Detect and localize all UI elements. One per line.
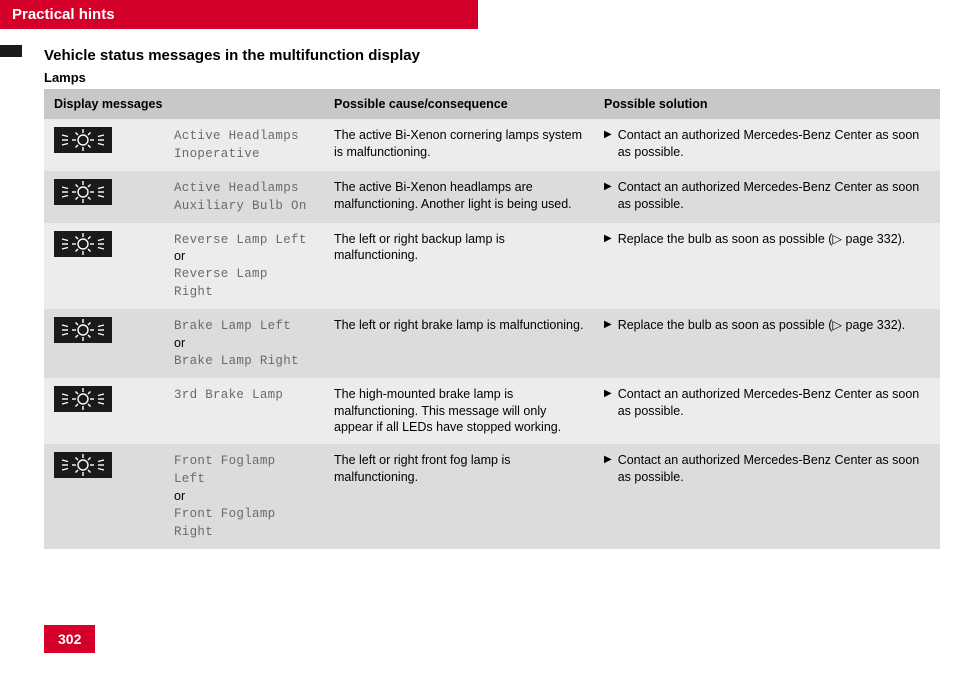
display-message-cell: Active Headlamps Auxiliary Bulb On (164, 171, 324, 223)
solution-cell: ▶ Replace the bulb as soon as possible (▷… (594, 223, 940, 310)
solution-text: Contact an authorized Mercedes-Benz Cent… (618, 127, 930, 161)
solution-cell: ▶ Replace the bulb as soon as possible (▷… (594, 309, 940, 378)
bullet-icon: ▶ (604, 317, 612, 334)
lamp-warning-icon (54, 179, 112, 205)
cause-cell: The left or right backup lamp is malfunc… (324, 223, 594, 310)
cause-cell: The active Bi-Xenon headlamps are malfun… (324, 171, 594, 223)
display-message-cell: Brake Lamp Left or Brake Lamp Right (164, 309, 324, 378)
display-message-cell: 3rd Brake Lamp (164, 378, 324, 445)
message-line: Brake Lamp Left (174, 319, 291, 333)
lamp-warning-icon (54, 386, 112, 412)
bullet-icon: ▶ (604, 179, 612, 213)
display-message-cell: Front Foglamp Left or Front Foglamp Right (164, 444, 324, 548)
message-or: or (174, 489, 185, 503)
bullet-icon: ▶ (604, 452, 612, 486)
page-number: 302 (58, 631, 81, 647)
lamp-icon-cell (44, 309, 164, 378)
cause-cell: The left or right brake lamp is malfunct… (324, 309, 594, 378)
section-header-title: Practical hints (12, 6, 115, 23)
lamp-icon-cell (44, 223, 164, 310)
lamp-icon-cell (44, 171, 164, 223)
message-line: Front Foglamp Left (174, 454, 275, 486)
lamp-icon-cell (44, 378, 164, 445)
solution-cell: ▶Contact an authorized Mercedes-Benz Cen… (594, 171, 940, 223)
col-solution: Possible solution (594, 89, 940, 119)
section-header: Practical hints (0, 0, 478, 29)
solution-cell: ▶Contact an authorized Mercedes-Benz Cen… (594, 119, 940, 171)
table-header-row: Display messages Possible cause/conseque… (44, 89, 940, 119)
solution-text: Contact an authorized Mercedes-Benz Cent… (618, 179, 930, 213)
message-line: Active Headlamps (174, 129, 299, 143)
cause-cell: The high-mounted brake lamp is malfuncti… (324, 378, 594, 445)
solution-text: Replace the bulb as soon as possible (▷ … (618, 317, 906, 334)
message-line: Active Headlamps (174, 181, 299, 195)
table-row: Brake Lamp Left or Brake Lamp Right The lef… (44, 309, 940, 378)
message-or: or (174, 249, 185, 263)
message-line: Reverse Lamp Right (174, 267, 268, 299)
section-label: Lamps (44, 70, 954, 85)
messages-table: Display messages Possible cause/conseque… (44, 89, 940, 549)
table-row: Reverse Lamp Left or Reverse Lamp Right The… (44, 223, 940, 310)
table-row: Front Foglamp Left or Front Foglamp Right T… (44, 444, 940, 548)
bullet-icon: ▶ (604, 386, 612, 420)
page-tab-notch (0, 45, 22, 57)
lamp-warning-icon (54, 127, 112, 153)
cause-cell: The left or right front fog lamp is malf… (324, 444, 594, 548)
col-cause: Possible cause/consequence (324, 89, 594, 119)
display-message-cell: Reverse Lamp Left or Reverse Lamp Right (164, 223, 324, 310)
message-or: or (174, 336, 185, 350)
bullet-icon: ▶ (604, 127, 612, 161)
table-row: Active Headlamps Auxiliary Bulb On The act… (44, 171, 940, 223)
message-line: Inoperative (174, 147, 260, 161)
solution-text: Contact an authorized Mercedes-Benz Cent… (618, 386, 930, 420)
solution-text: Contact an authorized Mercedes-Benz Cent… (618, 452, 930, 486)
message-line: Reverse Lamp Left (174, 233, 307, 247)
solution-cell: ▶Contact an authorized Mercedes-Benz Cen… (594, 444, 940, 548)
display-message-cell: Active Headlamps Inoperative (164, 119, 324, 171)
lamp-icon-cell (44, 444, 164, 548)
solution-cell: ▶Contact an authorized Mercedes-Benz Cen… (594, 378, 940, 445)
message-line: Front Foglamp Right (174, 507, 275, 539)
col-display-messages: Display messages (44, 89, 324, 119)
lamp-warning-icon (54, 317, 112, 343)
message-line: 3rd Brake Lamp (174, 388, 283, 402)
lamp-icon-cell (44, 119, 164, 171)
bullet-icon: ▶ (604, 231, 612, 248)
solution-text: Replace the bulb as soon as possible (▷ … (618, 231, 906, 248)
message-line: Auxiliary Bulb On (174, 199, 307, 213)
page-subheading: Vehicle status messages in the multifunc… (44, 47, 954, 64)
lamp-warning-icon (54, 231, 112, 257)
lamp-warning-icon (54, 452, 112, 478)
message-line: Brake Lamp Right (174, 354, 299, 368)
page-number-badge: 302 (44, 625, 95, 653)
cause-cell: The active Bi-Xenon cornering lamps syst… (324, 119, 594, 171)
table-row: Active Headlamps Inoperative The active Bi… (44, 119, 940, 171)
table-row: 3rd Brake Lamp The high-mounted brake lam… (44, 378, 940, 445)
